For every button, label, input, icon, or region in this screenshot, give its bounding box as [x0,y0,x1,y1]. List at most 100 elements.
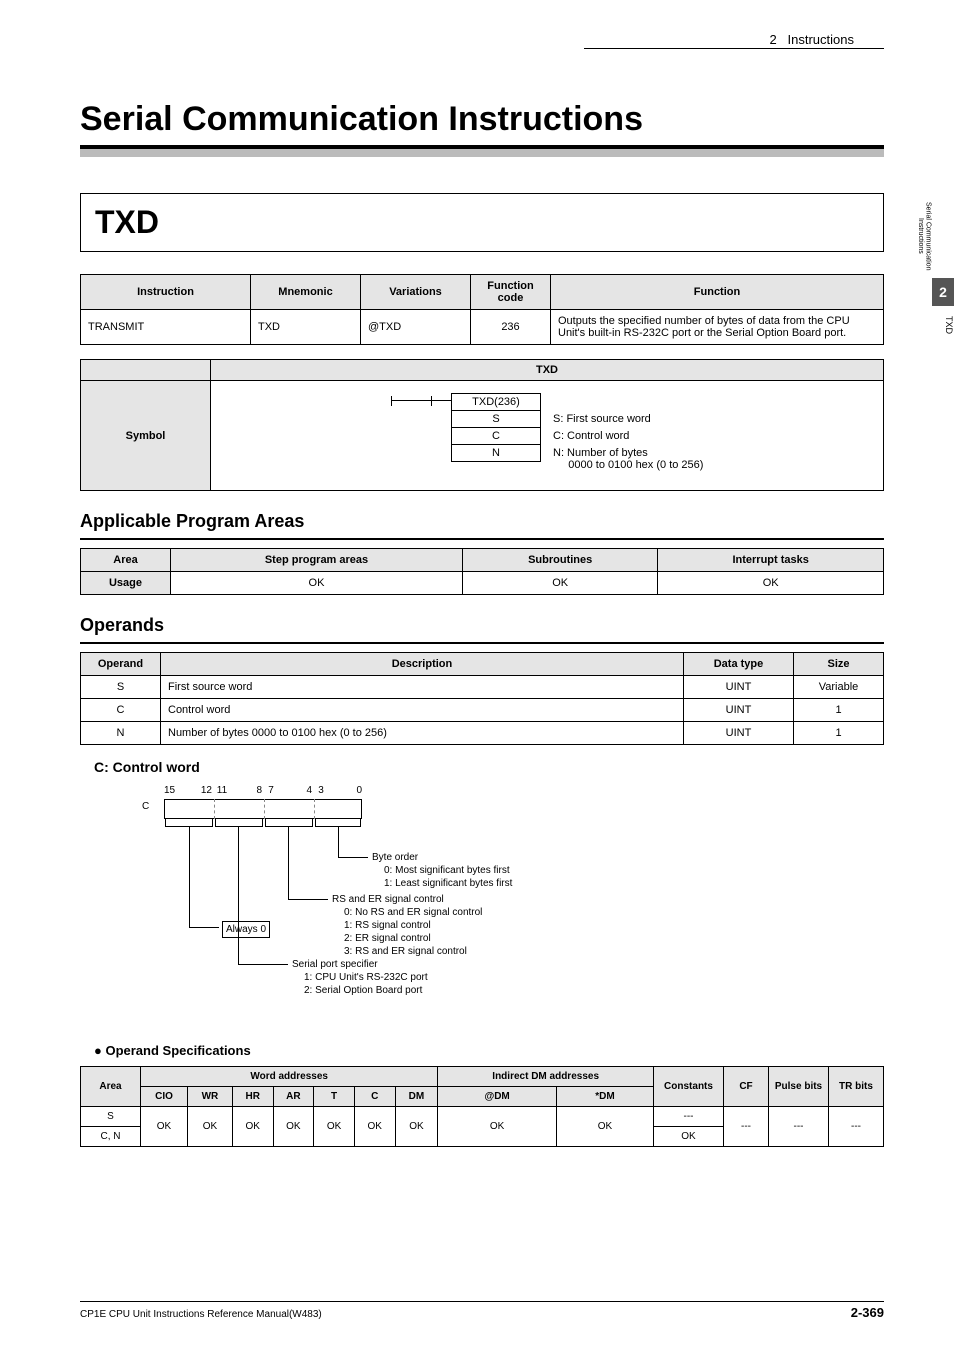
col-step: Step program areas [171,549,463,572]
cell-int: OK [658,572,884,595]
ok: OK [438,1107,557,1147]
section-rule [80,538,884,540]
col-function: Function [551,275,884,310]
ladder-c: C [452,428,540,445]
symbol-header: TXD [211,360,883,380]
col-dtype: Data type [684,653,794,676]
applicable-areas-table: Area Step program areas Subroutines Inte… [80,548,884,595]
side-section-number: 2 [932,278,954,306]
sz-s: Variable [794,676,884,699]
desc-n: Number of bytes 0000 to 0100 hex (0 to 2… [161,722,684,745]
section-number: 2 [769,32,776,47]
byte-order-0: 0: Most significant bytes first [384,864,510,877]
rs-er-0: 0: No RS and ER signal control [344,906,482,919]
chapter-rule [80,145,884,157]
ladder-n: N [452,445,540,461]
sub-stardm: *DM [556,1087,653,1107]
col-constants: Constants [654,1067,724,1107]
port-1: 1: CPU Unit's RS-232C port [304,971,428,984]
ok: OK [354,1107,395,1147]
col-mnemonic: Mnemonic [251,275,361,310]
const-s: --- [654,1107,724,1127]
ok: OK [556,1107,653,1147]
cell-code: 236 [471,310,551,345]
col-int: Interrupt tasks [658,549,884,572]
bit-labels: 15 12 11 8 7 4 3 0 [164,785,362,796]
row-usage-label: Usage [81,572,171,595]
rs-er-2: 2: ER signal control [344,932,431,945]
instruction-box: TXD [80,193,884,252]
sub-c: C [354,1087,395,1107]
sub-dm: DM [395,1087,438,1107]
dash: --- [724,1107,769,1147]
section-title: Instructions [788,32,854,47]
cell-variations: @TXD [361,310,471,345]
dt-c: UINT [684,699,794,722]
dt-s: UINT [684,676,794,699]
side-tab: Serial Communication Instructions 2 TXD [894,202,954,334]
ok: OK [273,1107,314,1147]
col-operand: Operand [81,653,161,676]
col-indirect-dm: Indirect DM addresses [438,1067,654,1087]
port-title: Serial port specifier [292,958,378,971]
section-rule [80,642,884,644]
control-word-diagram: 15 12 11 8 7 4 3 0 C Byte order 0: Most … [130,785,630,1025]
sz-n: 1 [794,722,884,745]
col-word-addr: Word addresses [141,1067,438,1087]
cell-function: Outputs the specified number of bytes of… [551,310,884,345]
bit-box [164,799,362,819]
sub-t: T [314,1087,355,1107]
operand-spec-title: Operand Specifications [94,1043,884,1058]
col-cf: CF [724,1067,769,1107]
header-rule [584,48,884,49]
instruction-name: TXD [95,204,869,241]
ladder-title: TXD(236) [452,394,540,411]
table-row: S OK OK OK OK OK OK OK OK OK --- --- ---… [81,1107,884,1127]
op-c: C [81,699,161,722]
col-sub: Subroutines [463,549,658,572]
header-breadcrumb: 2 Instructions [769,32,854,47]
dash: --- [829,1107,884,1147]
desc-c: Control word [161,699,684,722]
label-s: S: First source word [553,411,703,428]
rs-er-title: RS and ER signal control [332,893,444,906]
label-n: N: Number of bytes 0000 to 0100 hex (0 t… [553,445,703,474]
sub-atdm: @DM [438,1087,557,1107]
sub-wr: WR [187,1087,232,1107]
symbol-panel: TXD Symbol TXD(236) S C N S: First sourc… [80,359,884,491]
col-variations: Variations [361,275,471,310]
ladder-labels: S: First source word C: Control word N: … [553,393,703,474]
sub-ar: AR [273,1087,314,1107]
symbol-label: Symbol [81,381,211,490]
ladder-leg [391,400,451,414]
ok: OK [141,1107,188,1147]
sub-cio: CIO [141,1087,188,1107]
ok: OK [232,1107,273,1147]
section-applicable-areas: Applicable Program Areas [80,511,884,532]
chapter-title: Serial Communication Instructions [80,100,884,139]
operands-table: Operand Description Data type Size S Fir… [80,652,884,745]
instruction-summary-table: Instruction Mnemonic Variations Function… [80,274,884,345]
page-number: 2-369 [851,1305,884,1320]
col-tr: TR bits [829,1067,884,1107]
const-cn: OK [654,1127,724,1147]
rs-er-1: 1: RS signal control [344,919,431,932]
ok: OK [395,1107,438,1147]
col-instruction: Instruction [81,275,251,310]
cell-mnemonic: TXD [251,310,361,345]
dt-n: UINT [684,722,794,745]
ladder-s: S [452,411,540,428]
side-group-label: Serial Communication Instructions [916,202,931,270]
always-0-label: Always 0 [222,921,270,938]
sz-c: 1 [794,699,884,722]
col-pulse: Pulse bits [769,1067,829,1107]
rs-er-3: 3: RS and ER signal control [344,945,467,958]
desc-s: First source word [161,676,684,699]
byte-order-1: 1: Least significant bytes first [384,877,512,890]
dash: --- [769,1107,829,1147]
col-desc: Description [161,653,684,676]
cell-sub: OK [463,572,658,595]
cell-instruction: TRANSMIT [81,310,251,345]
ok: OK [187,1107,232,1147]
port-2: 2: Serial Option Board port [304,984,422,997]
